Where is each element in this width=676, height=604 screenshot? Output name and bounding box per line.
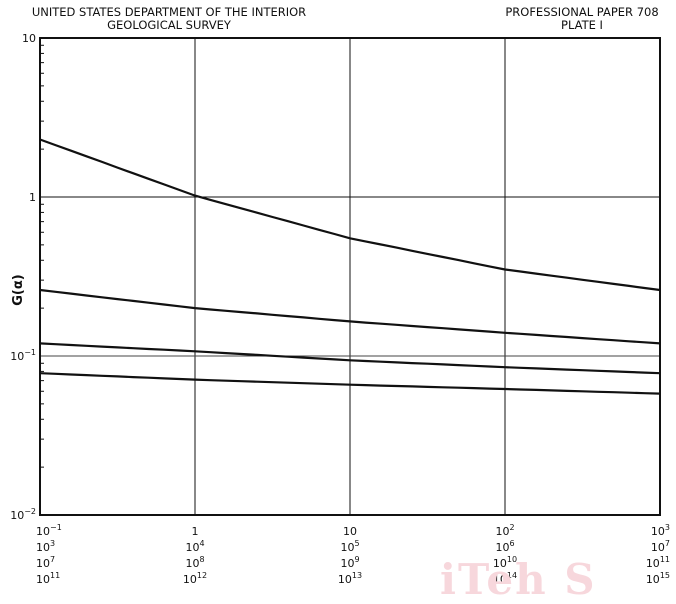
series-line-2 xyxy=(39,288,661,345)
x-tick-label: 1012 xyxy=(183,571,207,586)
x-tick-label: 1015 xyxy=(646,571,670,586)
y-tick-label: 10 xyxy=(22,32,36,45)
x-tick-label: 1011 xyxy=(36,571,60,586)
header-paper: PROFESSIONAL PAPER 708 xyxy=(505,5,659,19)
x-tick-label: 1 xyxy=(192,525,199,538)
x-tick-label: 109 xyxy=(340,555,359,570)
header-right: PROFESSIONAL PAPER 708 PLATE I xyxy=(502,6,662,32)
x-tick-label: 107 xyxy=(36,555,55,570)
x-tick-label: 10 xyxy=(343,525,357,538)
x-tick-label: 10−1 xyxy=(36,523,62,538)
series-line-4 xyxy=(39,372,661,395)
x-tick-label: 1011 xyxy=(646,555,670,570)
header-department: UNITED STATES DEPARTMENT OF THE INTERIOR xyxy=(31,5,307,19)
x-tick-label: 1013 xyxy=(338,571,362,586)
header-plate: PLATE I xyxy=(561,18,603,32)
x-tick-label: 103 xyxy=(36,539,55,554)
y-tick-label: 10−1 xyxy=(10,348,36,363)
x-tick-label: 102 xyxy=(495,523,514,538)
x-tick-label: 1010 xyxy=(493,555,517,570)
series-line-3 xyxy=(39,342,661,375)
y-tick-label: 10−2 xyxy=(10,507,36,522)
x-tick-label: 105 xyxy=(340,539,359,554)
watermark: iTeh S xyxy=(440,555,597,604)
x-tick-label: 103 xyxy=(651,523,670,538)
x-tick-label: 107 xyxy=(651,539,670,554)
x-tick-label: 108 xyxy=(185,555,204,570)
x-tick-label: 104 xyxy=(185,539,204,554)
series-line-1 xyxy=(39,138,661,292)
y-axis-label: G(α) xyxy=(11,274,26,305)
plot-frame xyxy=(39,37,661,516)
x-tick-label: 106 xyxy=(495,539,514,554)
header-left: UNITED STATES DEPARTMENT OF THE INTERIOR… xyxy=(14,6,324,32)
y-tick-label: 1 xyxy=(29,191,36,204)
header-survey: GEOLOGICAL SURVEY xyxy=(107,18,231,32)
chart-area: 10110−110−2G(α)10−1103107101111041081012… xyxy=(10,32,670,586)
x-tick-label: 1014 xyxy=(493,571,517,586)
